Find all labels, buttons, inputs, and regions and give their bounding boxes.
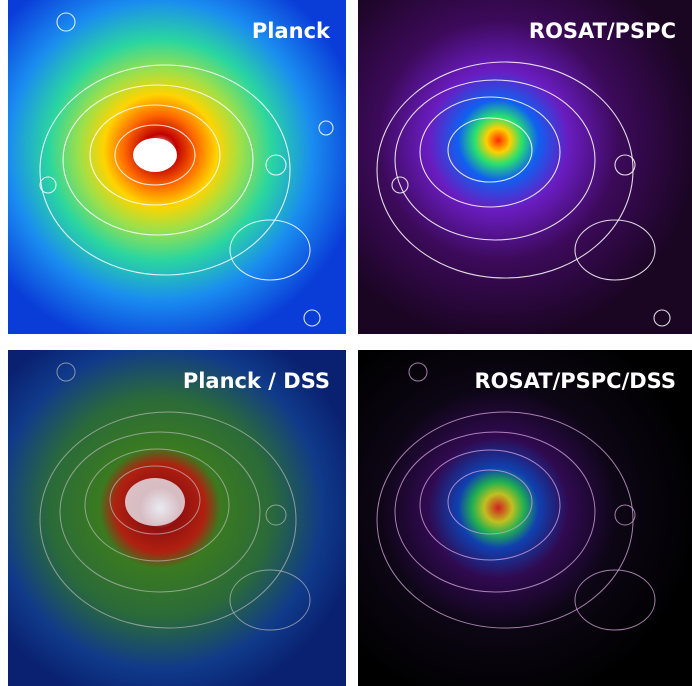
image-grid: Planck ROSAT/PSPC Planck / DSS	[0, 0, 692, 686]
rosat-dss-image	[358, 350, 692, 686]
core	[125, 478, 185, 526]
core	[133, 138, 177, 172]
panel-rosat-dss: ROSAT/PSPC/DSS	[358, 350, 692, 686]
panel-rosat: ROSAT/PSPC	[358, 0, 692, 334]
panel-label: Planck / DSS	[183, 369, 330, 393]
panel-planck: Planck	[8, 0, 346, 334]
panel-planck-dss: Planck / DSS	[8, 350, 346, 686]
planck-image	[8, 0, 346, 334]
panel-label: Planck	[252, 19, 331, 43]
panel-label: ROSAT/PSPC/DSS	[475, 369, 677, 393]
panel-label: ROSAT/PSPC	[529, 19, 676, 43]
page: {"panels": [{"label": "Planck"}, {"label…	[0, 0, 692, 686]
